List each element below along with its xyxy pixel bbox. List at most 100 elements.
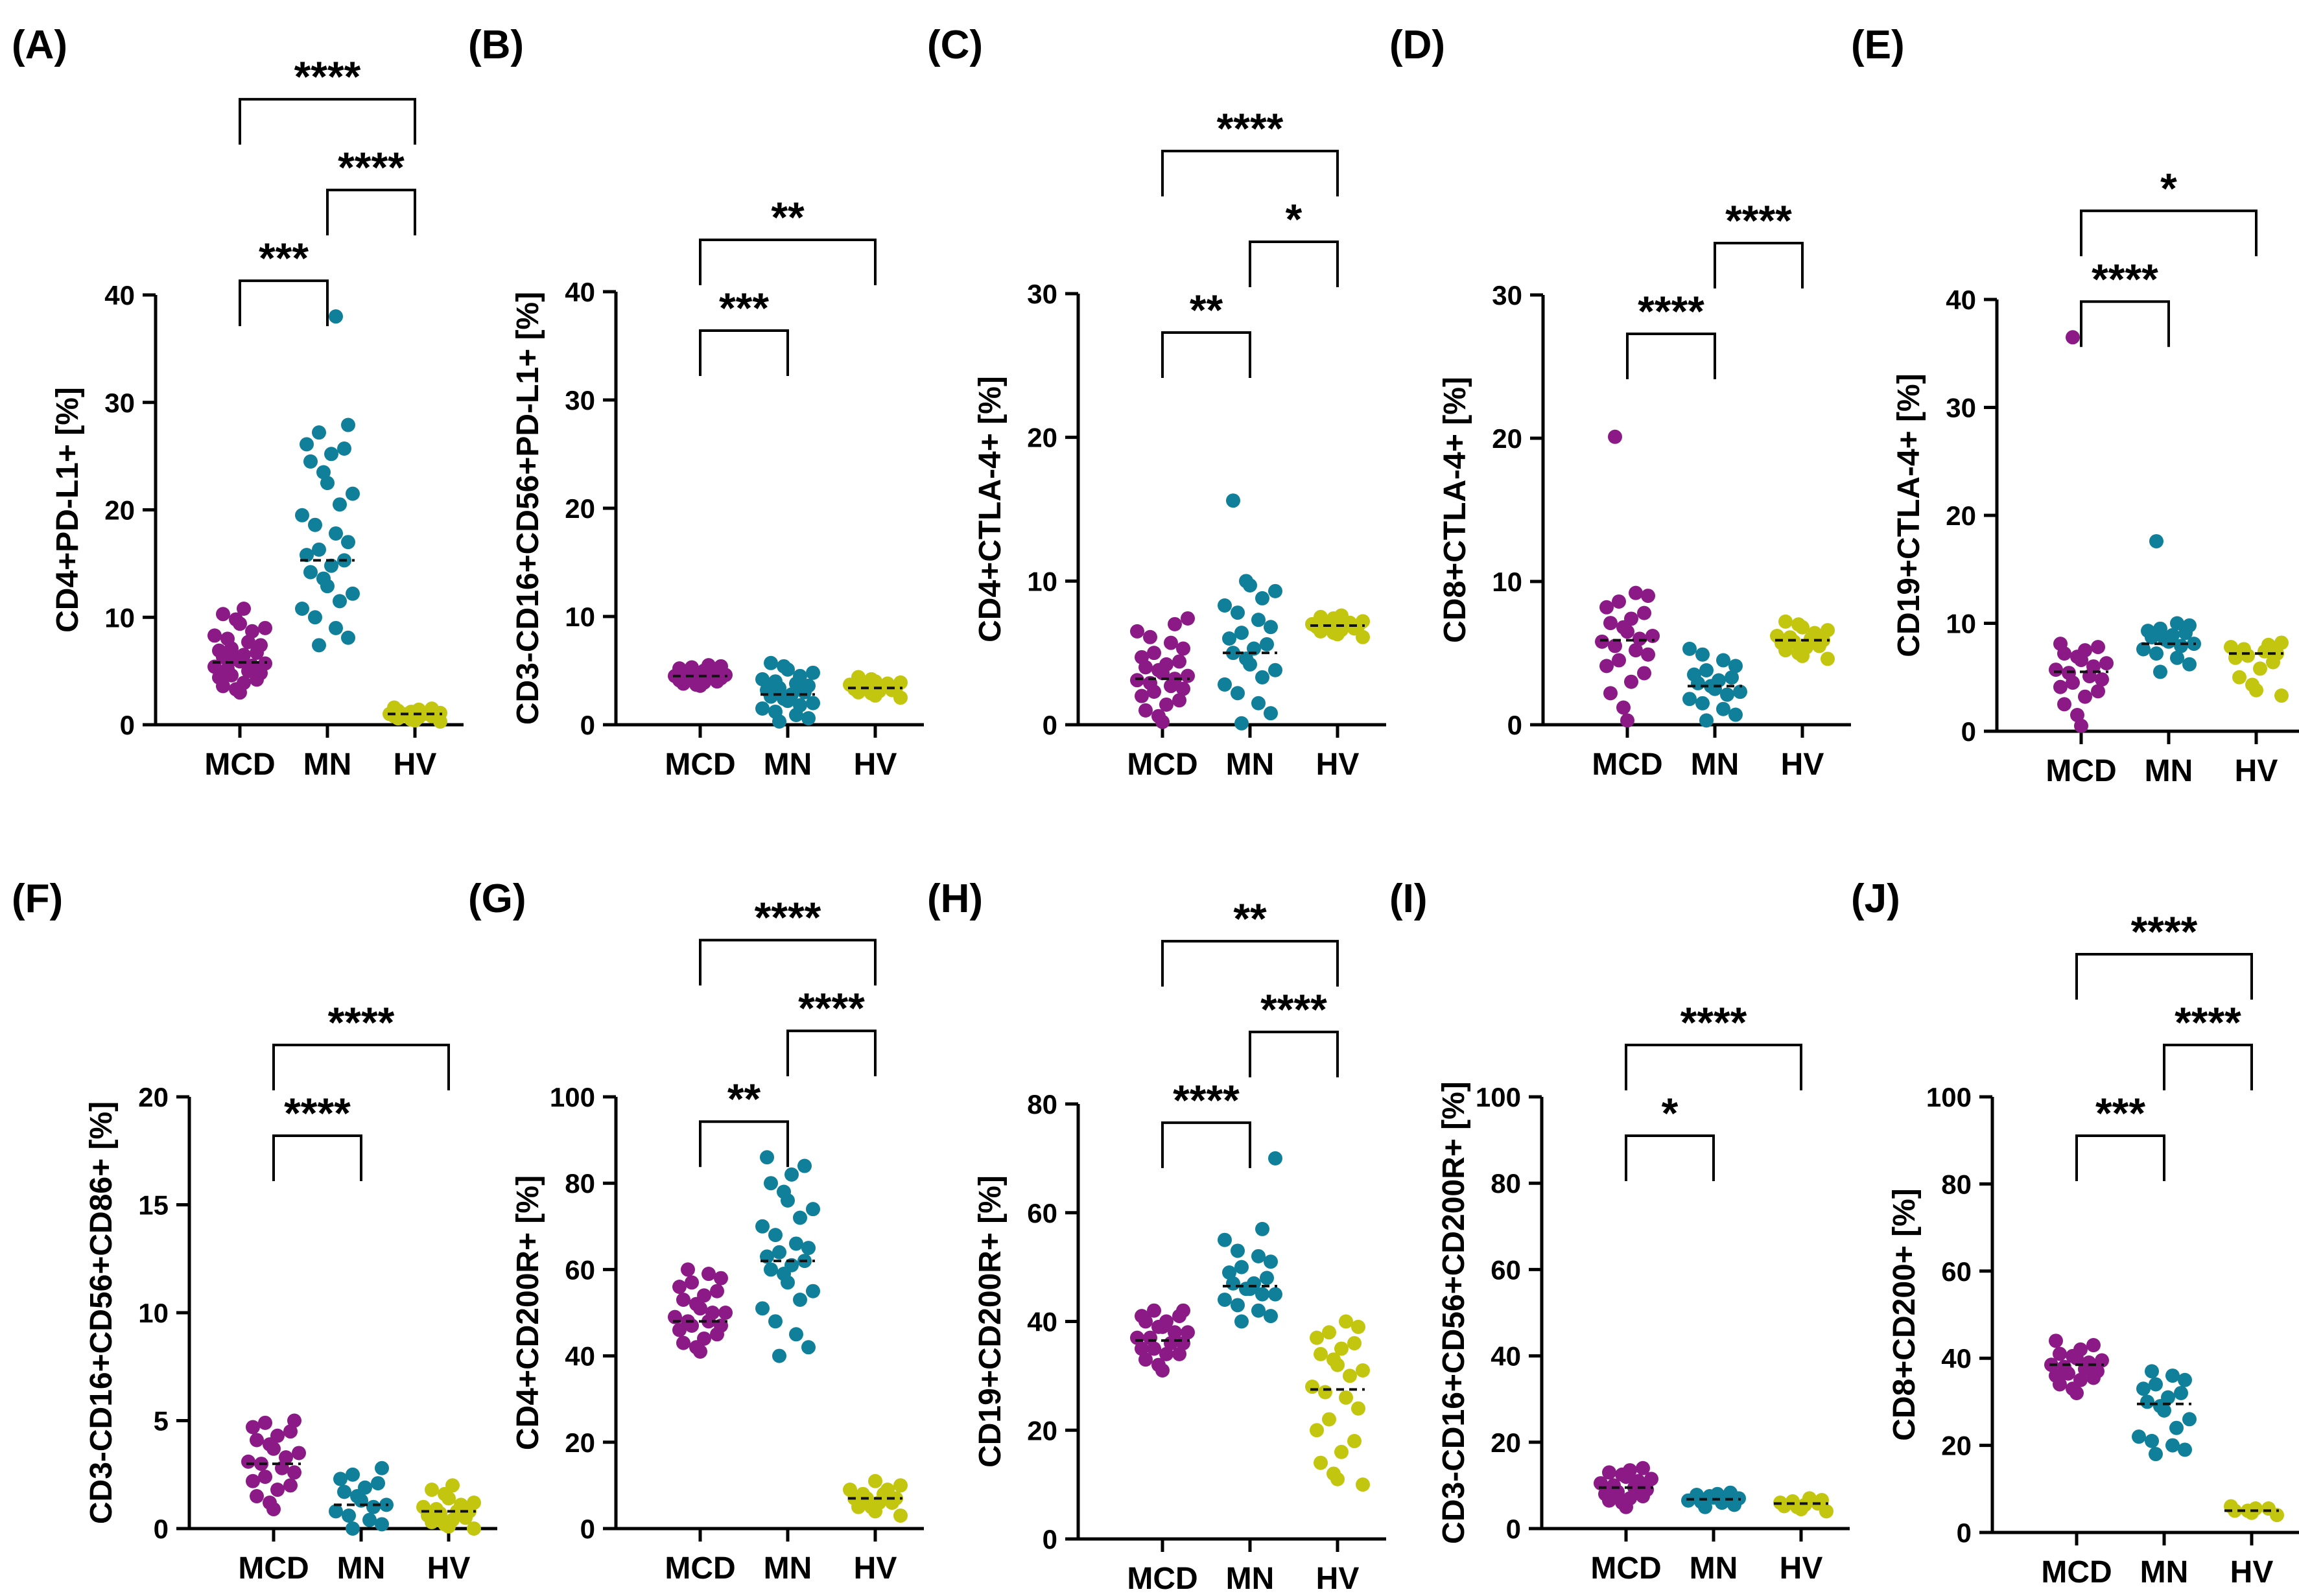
data-point-mcd [2086,1338,2101,1353]
data-point-mn [1723,1485,1738,1500]
data-point-hv [1305,1379,1319,1394]
x-category-label: HV [427,1551,471,1586]
y-tick-label: 10 [138,1298,169,1328]
x-category-label: MN [1226,747,1275,782]
significance-bracket [1714,242,1804,288]
data-point-mcd [1624,674,1638,689]
data-point-mn [2149,534,2163,548]
data-point-mn [2140,1394,2154,1409]
data-point-mn [1699,713,1714,728]
data-point-hv [1310,1330,1324,1345]
significance-bracket [699,329,789,376]
data-point-mn [2170,616,2184,631]
data-point-mn [1699,663,1714,678]
data-point-mn [1260,637,1274,651]
y-tick-label: 40 [565,1341,595,1372]
data-point-hv [1314,1346,1328,1361]
data-point-mn [793,668,807,683]
data-point-mn [777,1184,791,1199]
significance-label: **** [338,143,405,191]
data-point-mcd [287,1465,301,1480]
data-point-mcd [2082,1355,2096,1370]
data-point-mn [2136,1381,2151,1396]
significance-label: * [2160,164,2177,212]
y-tick-label: 0 [1961,716,1976,747]
data-point-mn [755,672,770,687]
data-point-mcd [1641,589,1655,604]
x-category-label: MN [2145,754,2193,788]
data-point-mn [755,701,770,716]
significance-bracket [1249,241,1339,287]
significance-bracket [2163,1044,2253,1090]
data-point-hv [1343,1368,1357,1383]
data-point-hv [1802,1491,1817,1506]
y-tick-label: 10 [104,602,135,633]
data-point-mn [1226,646,1240,661]
data-point-mcd [246,1420,260,1435]
data-point-mcd [1172,654,1186,669]
data-point-mcd [2053,1346,2067,1361]
data-point-mn [772,1245,786,1260]
significance-label: **** [1680,998,1747,1046]
data-point-hv [893,1508,908,1523]
y-tick-label: 0 [580,1514,595,1544]
data-point-mn [329,1504,343,1519]
y-tick-label: 30 [1027,279,1057,309]
data-point-mn [329,309,343,324]
data-point-mcd [676,1293,690,1308]
data-point-mcd [2053,637,2068,651]
x-category-label: MCD [1127,747,1197,782]
panel-e: (E) 0 10 20 30 40 MCD MN HV CD19+CTLA-4+ [%] ***** [1851,23,2299,788]
panel-f: (F) 0 5 10 15 20 MCD MN HV CD3-CD16+CD56+CD86+ [%… [12,876,497,1586]
data-point-mn [789,1327,803,1342]
data-point-mn [1712,673,1726,688]
data-point-mn [2141,624,2155,639]
data-point-mn [1682,641,1697,656]
data-point-mn [1231,1243,1245,1258]
data-point-mcd [1164,635,1178,650]
x-category-label: MCD [204,747,275,782]
data-point-mn [1231,1298,1245,1313]
data-point-mcd [237,675,251,690]
data-point-mcd [1135,688,1149,703]
data-point-mcd [697,1331,711,1346]
y-axis-label: CD3-CD16+CD56+CD86+ [%] [84,1101,119,1524]
data-point-hv [1334,1341,1349,1356]
panel-label: (A) [12,23,67,67]
x-category-label: MCD [665,747,735,782]
y-tick-label: 5 [154,1406,169,1437]
data-point-mcd [287,1413,301,1428]
data-point-mcd [2078,643,2092,658]
y-tick-label: 20 [565,1427,595,1458]
data-point-mcd [718,1306,733,1320]
data-point-hv [1786,1494,1800,1509]
data-point-hv [2253,661,2267,676]
data-point-mcd [1159,697,1173,712]
panel-d: (D) 0 10 20 30 MCD MN HV CD8+CTLA-4+ [%] **** **** [1389,23,1851,782]
data-point-mcd [2070,708,2084,723]
data-point-mcd [2078,689,2092,704]
data-point-mn [1251,696,1266,710]
x-category-label: HV [394,747,437,782]
significance-label: ** [771,193,805,241]
y-tick-label: 20 [1946,500,1976,531]
y-tick-label: 30 [1492,280,1522,311]
data-point-mn [760,1150,774,1165]
data-point-mcd [1608,639,1622,653]
data-point-hv [445,1478,460,1493]
data-point-mn [1720,687,1734,702]
data-point-mn [793,698,807,712]
data-point-mn [2161,1390,2175,1405]
data-point-mcd [1147,1303,1161,1318]
data-point-mn [375,1517,389,1532]
data-point-hv [2261,637,2276,652]
significance-label: * [1662,1089,1679,1137]
data-point-mcd [258,1415,272,1430]
data-point-mn [764,1176,778,1191]
data-point-mn [1268,583,1282,598]
significance-bracket [1161,331,1251,378]
data-point-mn [295,508,309,522]
y-tick-label: 60 [565,1254,595,1285]
x-category-label: HV [854,747,897,782]
significance-label: ** [1190,286,1223,334]
